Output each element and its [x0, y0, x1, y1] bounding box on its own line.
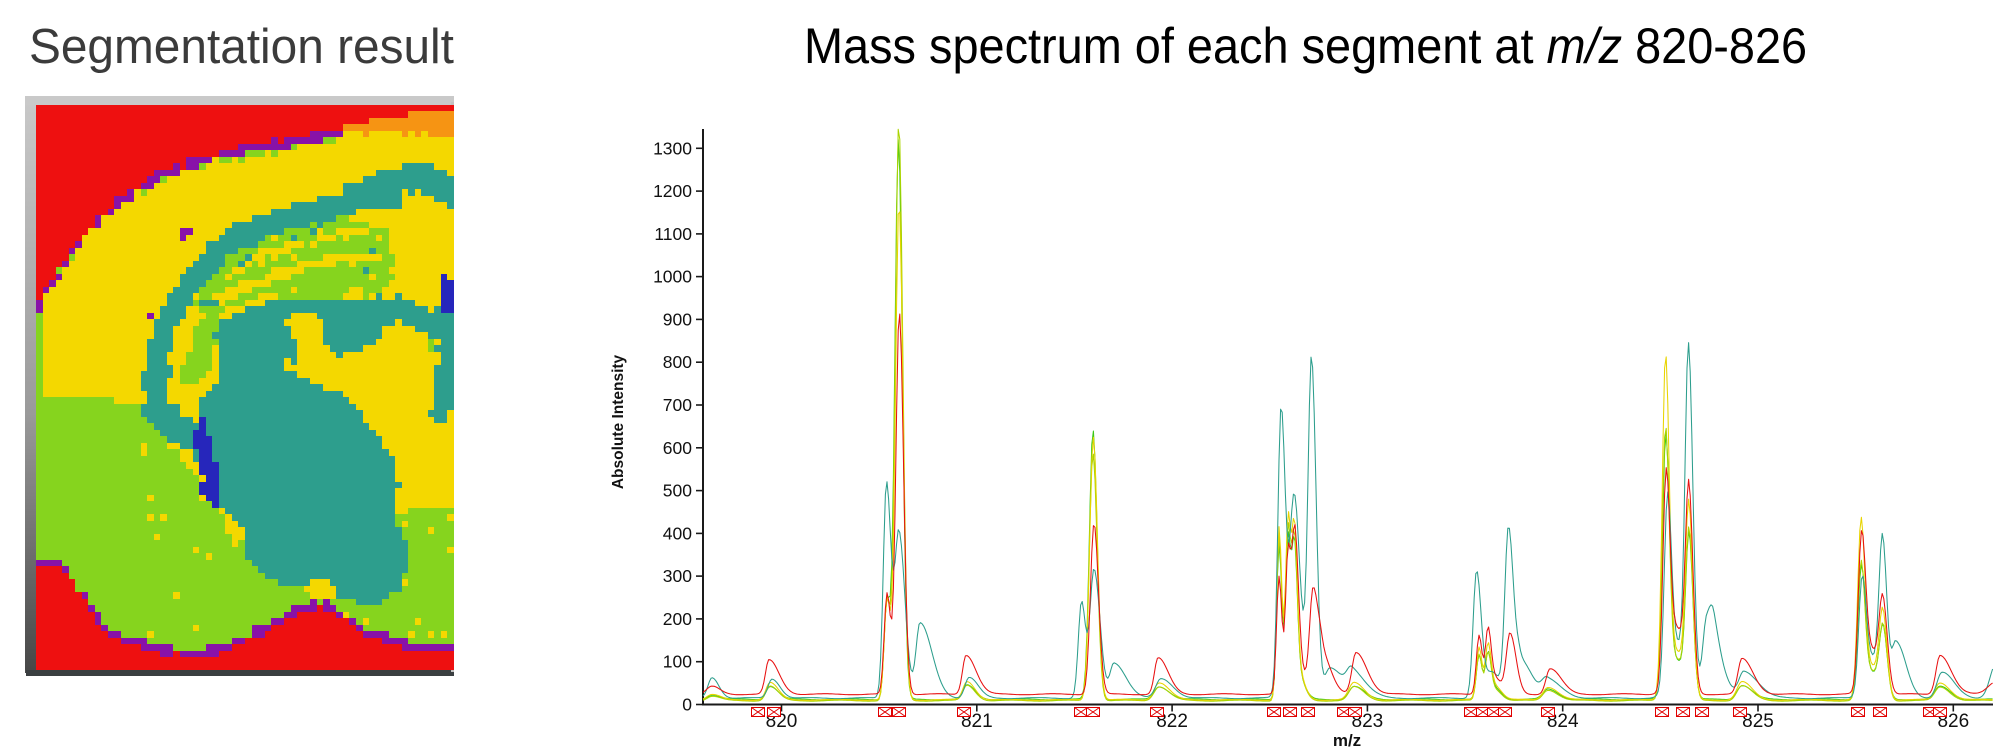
svg-text:700: 700 — [663, 395, 692, 415]
svg-text:100: 100 — [663, 652, 692, 672]
svg-text:825: 825 — [1742, 711, 1774, 732]
svg-text:Absolute Intensity: Absolute Intensity — [610, 354, 627, 489]
svg-text:600: 600 — [663, 438, 692, 458]
svg-text:900: 900 — [663, 309, 692, 329]
svg-text:m/z: m/z — [1333, 731, 1361, 750]
svg-text:200: 200 — [663, 609, 692, 629]
svg-text:822: 822 — [1156, 711, 1188, 732]
svg-text:0: 0 — [682, 695, 692, 715]
svg-text:400: 400 — [663, 523, 692, 543]
svg-text:1300: 1300 — [653, 138, 692, 158]
svg-text:500: 500 — [663, 481, 692, 501]
svg-text:300: 300 — [663, 566, 692, 586]
svg-text:1100: 1100 — [654, 224, 692, 244]
svg-text:1200: 1200 — [653, 181, 692, 201]
svg-text:800: 800 — [663, 352, 692, 372]
svg-text:1000: 1000 — [653, 267, 692, 287]
